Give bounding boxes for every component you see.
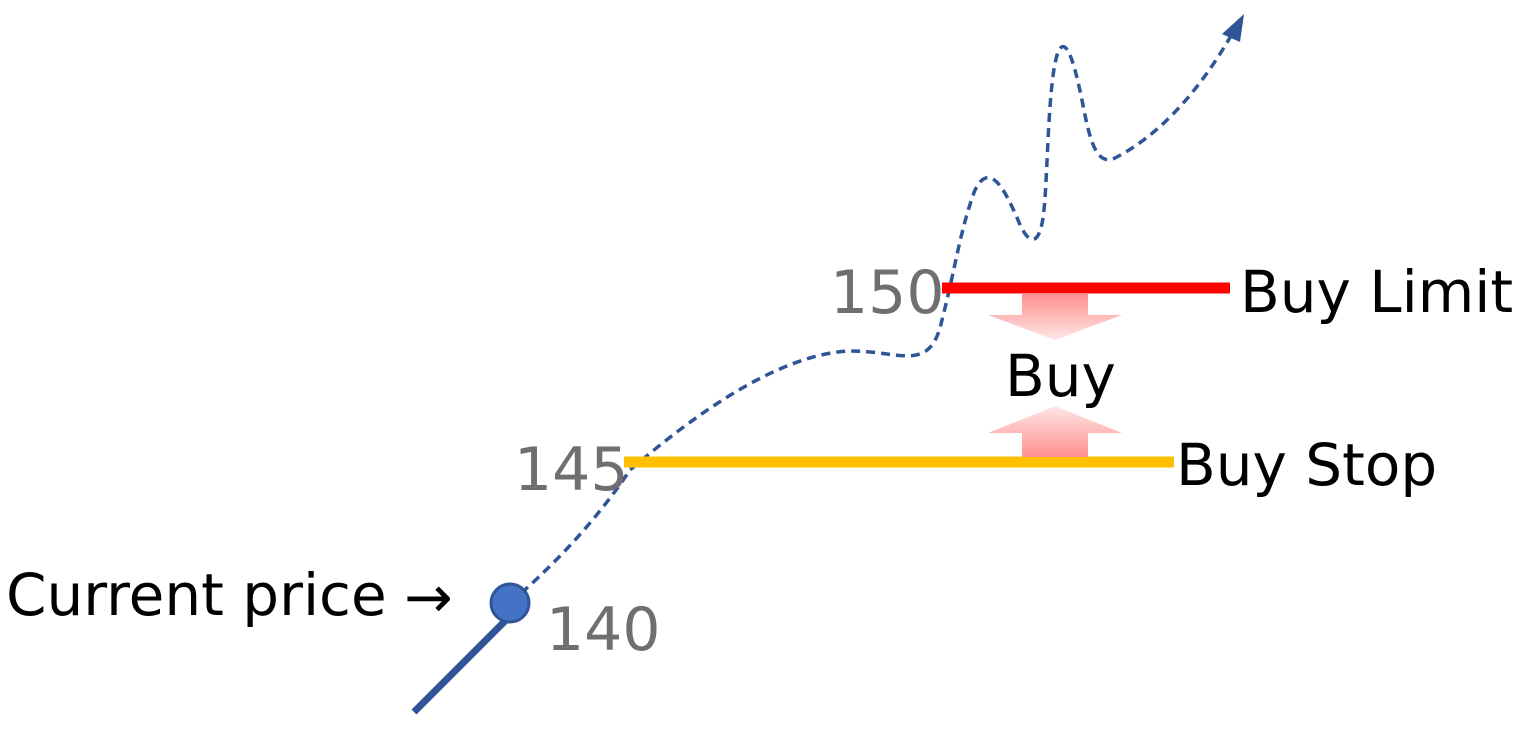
projected-path-arrowhead bbox=[1222, 14, 1244, 42]
buy-label: Buy bbox=[1005, 342, 1116, 410]
price-history-line bbox=[411, 613, 513, 715]
level-140-label: 140 bbox=[546, 595, 661, 665]
level-150-label: 150 bbox=[830, 258, 945, 328]
current-price-label: Current price bbox=[6, 561, 387, 629]
level-145-label: 145 bbox=[514, 435, 629, 505]
buy-limit-down-arrow bbox=[988, 294, 1122, 340]
buy-limit-label: Buy Limit bbox=[1240, 258, 1514, 326]
buy-stop-label: Buy Stop bbox=[1176, 431, 1438, 499]
current-price-arrow-icon: → bbox=[404, 563, 453, 631]
current-price-dot bbox=[489, 582, 531, 624]
buy-stop-up-arrow bbox=[988, 406, 1122, 457]
projected-price-path bbox=[508, 33, 1234, 605]
